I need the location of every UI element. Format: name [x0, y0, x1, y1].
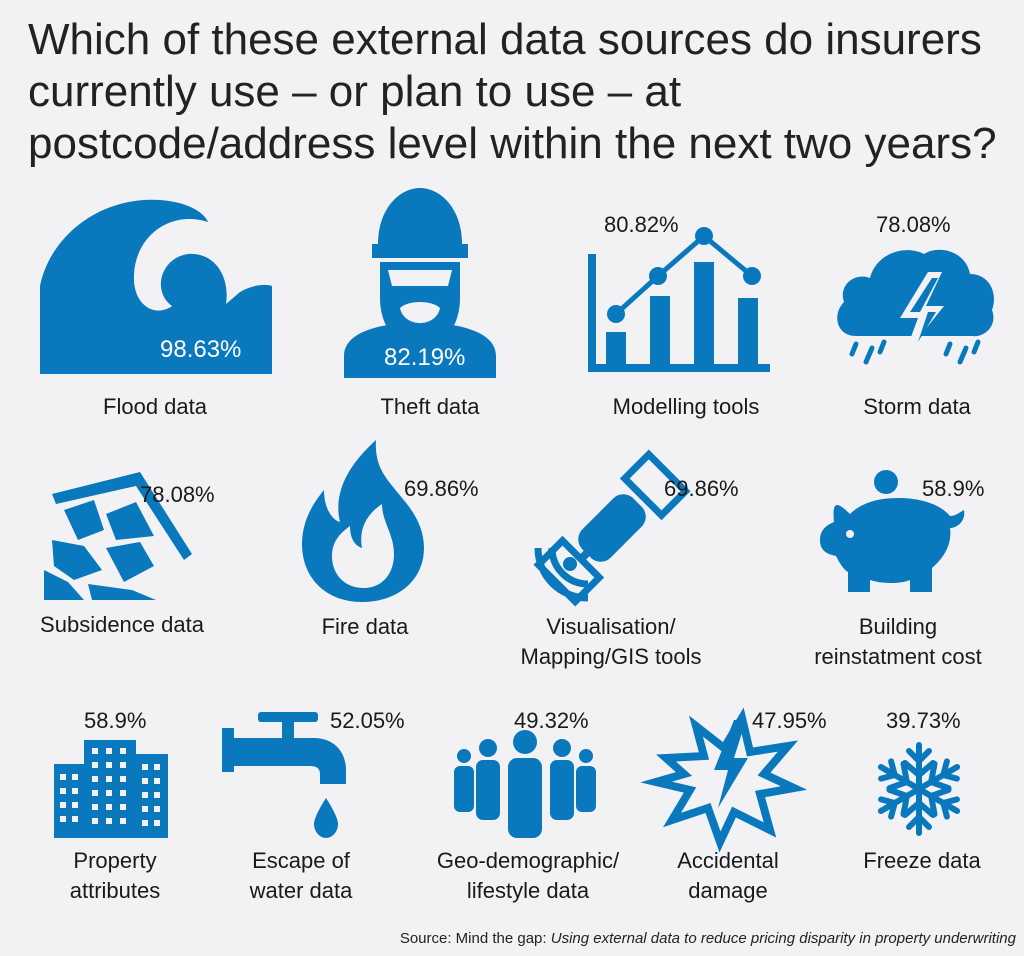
value-label: 69.86%: [404, 476, 479, 501]
collapsed-house-icon: [44, 472, 192, 600]
category-label: Storm data: [863, 394, 971, 419]
flame-icon: [302, 440, 424, 602]
wave-icon: [40, 199, 272, 374]
category-label: Property attributes: [69, 848, 161, 903]
people-group-icon: [454, 730, 596, 838]
satellite-icon: [533, 449, 691, 607]
category-label: Freeze data: [863, 848, 981, 873]
category-label: Flood data: [103, 394, 207, 419]
snowflake-icon: [877, 742, 961, 836]
piggy-bank-icon: [820, 470, 965, 592]
explosion-icon: [640, 707, 808, 853]
category-label: Escape of water data: [249, 848, 353, 903]
burglar-icon: [344, 188, 496, 378]
bar-line-chart-icon: [588, 227, 770, 372]
value-label: 52.05%: [330, 708, 405, 733]
storm-cloud-icon: [837, 249, 994, 365]
category-label: Subsidence data: [40, 612, 204, 637]
category-label: Geo-demographic/ lifestyle data: [436, 848, 620, 903]
source-note: Source: Mind the gap: Using external dat…: [399, 930, 1016, 947]
value-label: 78.08%: [140, 482, 215, 507]
value-label: 82.19%: [384, 344, 466, 371]
value-label: 39.73%: [886, 708, 961, 733]
tap-icon: [222, 712, 346, 838]
category-label: Modelling tools: [612, 394, 760, 419]
category-label: Accidental damage: [677, 848, 779, 903]
category-label: Visualisation/ Mapping/GIS tools: [520, 614, 702, 669]
value-label: 78.08%: [876, 212, 951, 237]
chart-title: Which of these external data sources do …: [28, 15, 997, 168]
value-label: 98.63%: [160, 336, 242, 363]
category-label: Fire data: [321, 614, 409, 639]
value-label: 49.32%: [514, 708, 589, 733]
value-label: 80.82%: [604, 212, 679, 237]
value-label: 58.9%: [84, 708, 147, 733]
category-label: Building reinstatment cost: [814, 614, 982, 669]
value-label: 58.9%: [922, 476, 985, 501]
value-label: 47.95%: [752, 708, 827, 733]
category-label: Theft data: [380, 394, 480, 419]
buildings-icon: [54, 740, 168, 838]
value-label: 69.86%: [664, 476, 739, 501]
